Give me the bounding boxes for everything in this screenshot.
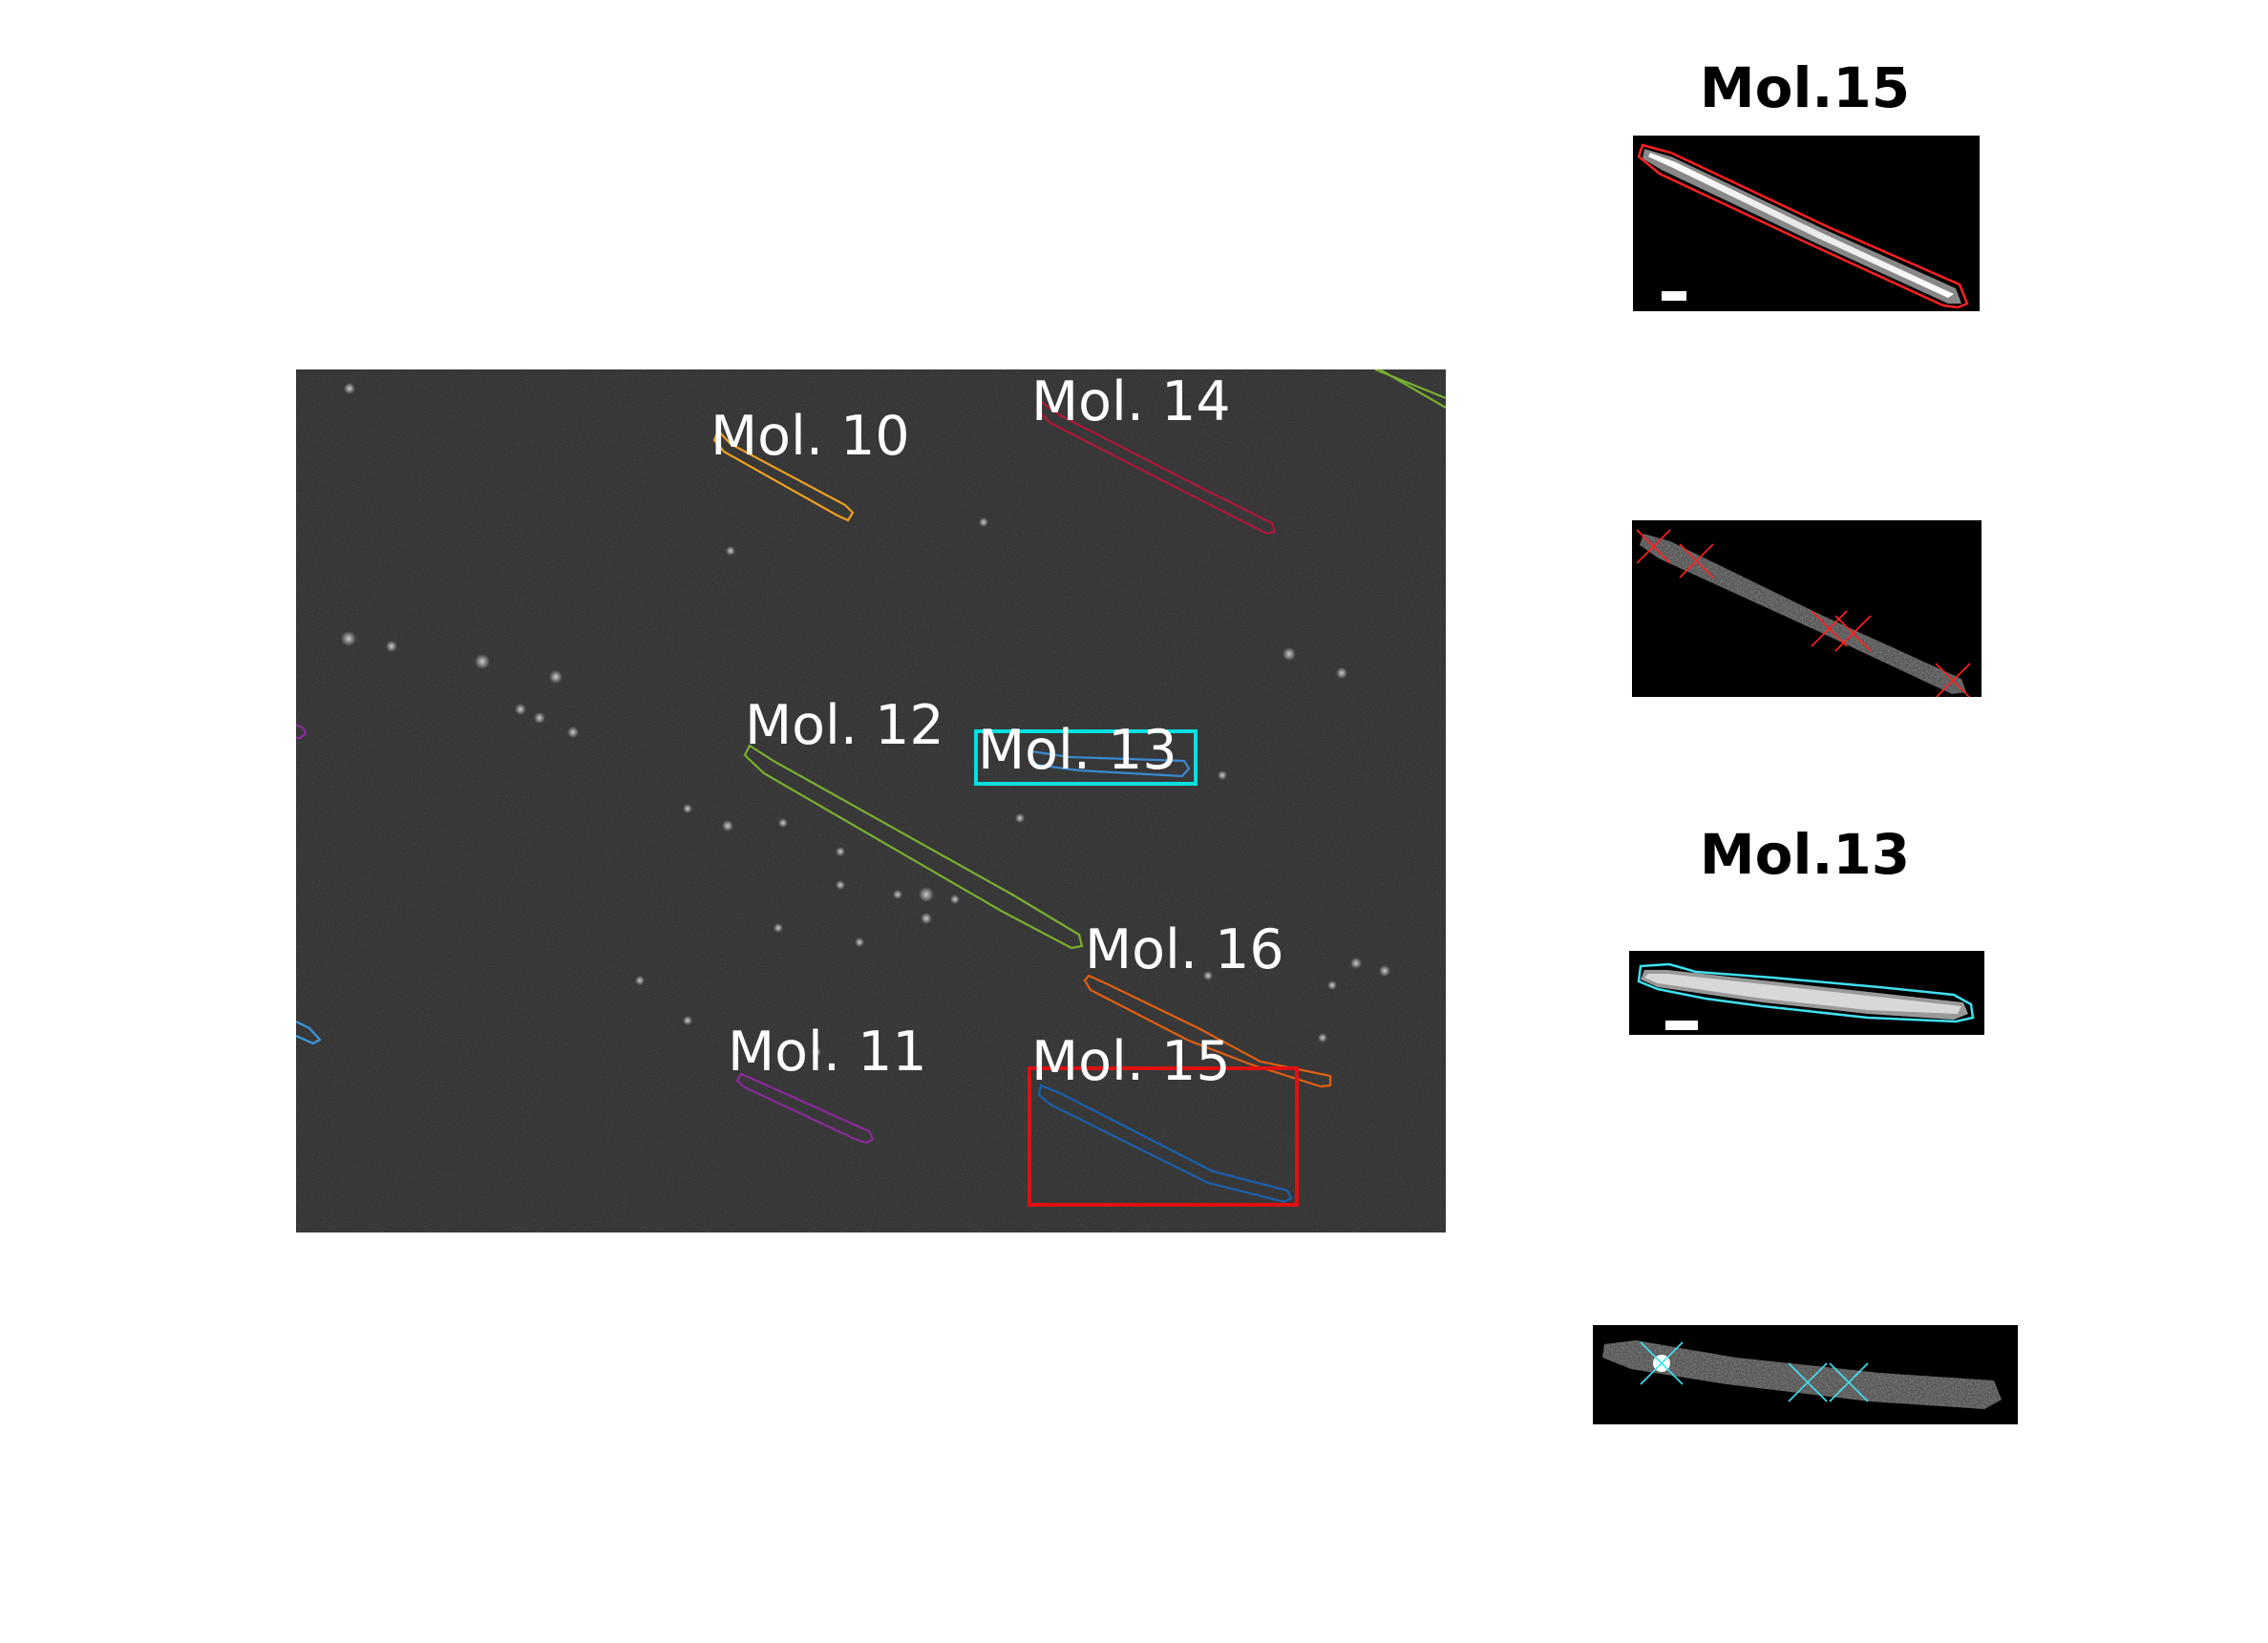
mol14-outline [1035, 400, 1277, 536]
mol13-outline [1028, 749, 1191, 778]
mol15-highlight-box [1028, 1066, 1299, 1207]
label-mol12: Mol. 12 [745, 694, 944, 757]
label-mol15: Mol. 15 [1031, 1030, 1231, 1093]
mol-edge-left-blue-outline [296, 1021, 322, 1045]
label-mol13: Mol. 13 [978, 719, 1177, 782]
mol15-outline-crop [1633, 136, 1980, 311]
main-microscopy-image: Mol. 10 Mol. 14 Mol. 12 Mol. 13 Mol. 16 … [296, 369, 1446, 1232]
mol12-outline [743, 744, 1084, 950]
mol13-spots-crop [1593, 1325, 2018, 1424]
mol13-spot-markers [1640, 1341, 1869, 1402]
label-mol14: Mol. 14 [1031, 370, 1231, 433]
scale-bar [1665, 1021, 1698, 1030]
label-mol11: Mol. 11 [728, 1021, 927, 1084]
mol15-crop-outline [1637, 143, 1969, 309]
label-mol16: Mol. 16 [1085, 918, 1284, 981]
label-mol10: Mol. 10 [710, 405, 910, 468]
mol16-outline [1083, 974, 1332, 1088]
mol11-outline [735, 1072, 875, 1145]
mol13-outline-crop [1629, 951, 1984, 1035]
panel-title-mol15: Mol.15 [1699, 55, 1911, 120]
mol-edge-left-purple-outline [296, 724, 307, 740]
panel-title-mol13: Mol.13 [1699, 822, 1911, 887]
mol15-spot-markers [1636, 529, 1971, 697]
mol13-crop-outline [1637, 962, 1975, 1023]
mol15-spots-crop [1632, 520, 1982, 697]
mol-edge-top-right-outline [1374, 369, 1446, 409]
fluorescent-spots [341, 383, 1390, 1057]
mol15-outline [1037, 1084, 1293, 1204]
mol13-highlight-box [974, 729, 1198, 786]
scale-bar [1662, 291, 1686, 301]
mol10-outline [712, 428, 855, 522]
